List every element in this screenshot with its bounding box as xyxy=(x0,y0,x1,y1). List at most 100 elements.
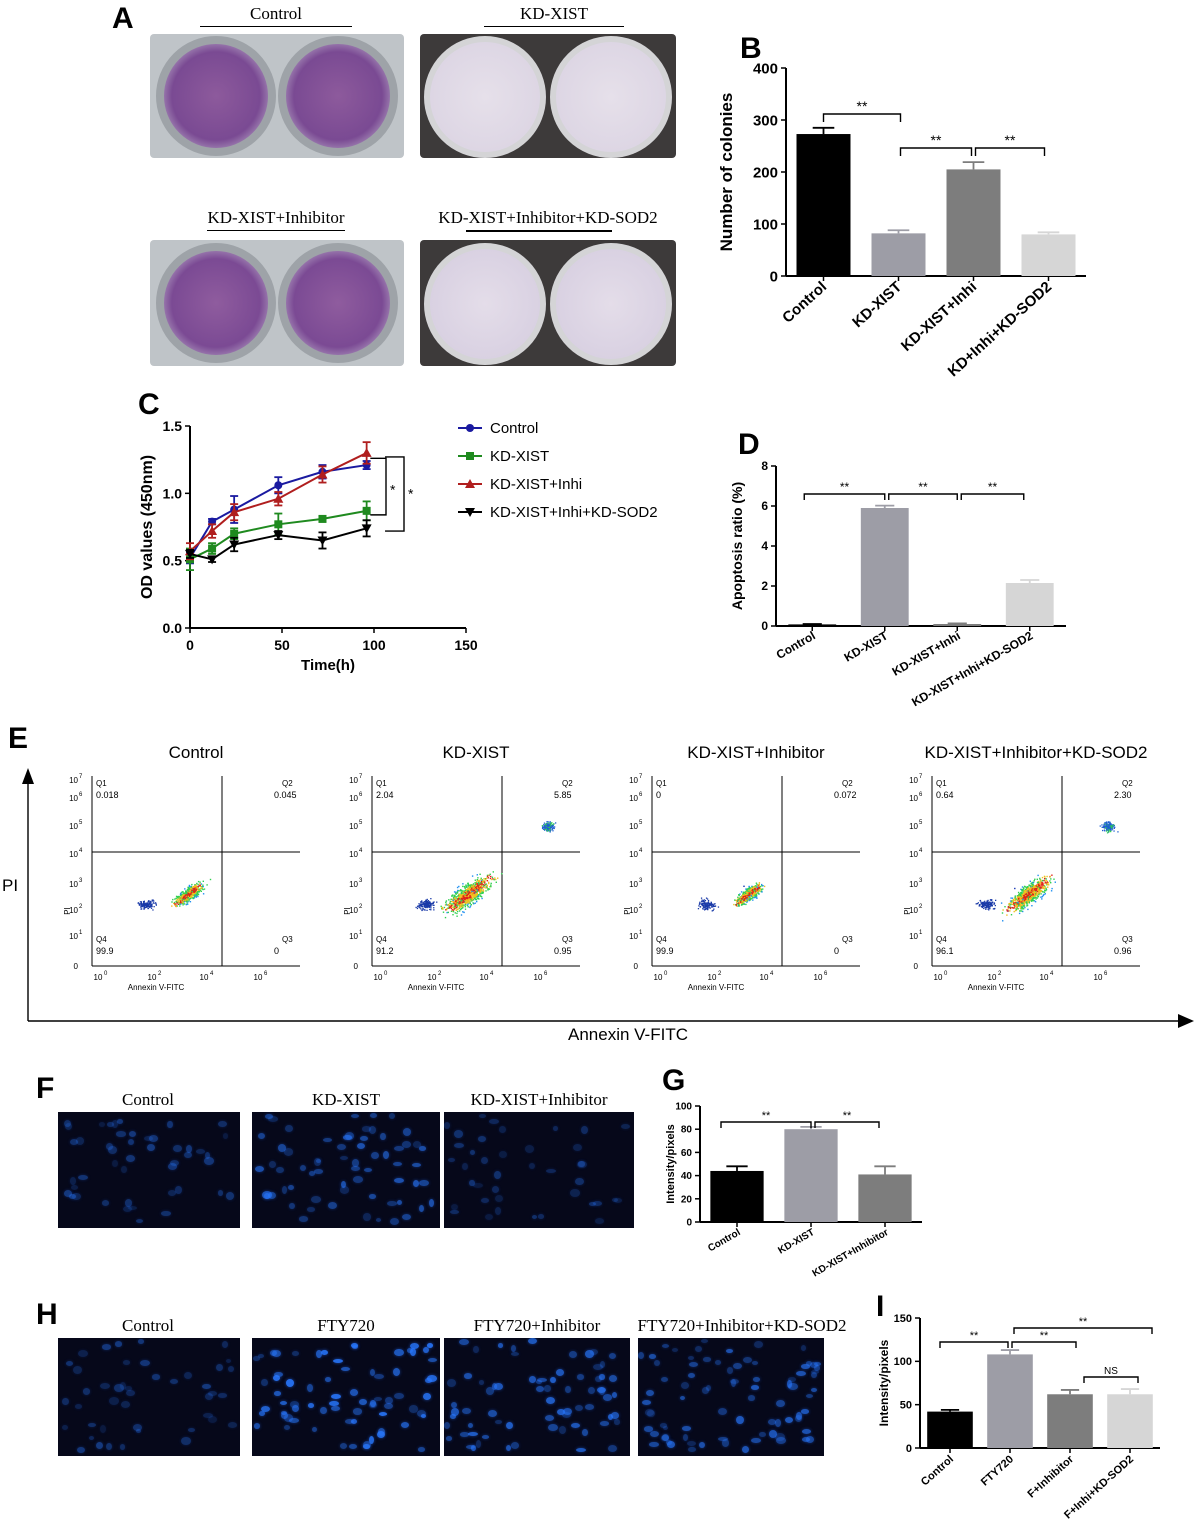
cell-nucleus xyxy=(481,1198,490,1204)
y-axis-title: Number of colonies xyxy=(717,93,736,252)
event-dot xyxy=(176,901,178,903)
event-dot xyxy=(754,894,756,896)
cell-nucleus xyxy=(364,1168,372,1173)
event-dot xyxy=(197,889,200,891)
event-dot xyxy=(1021,896,1023,899)
event-dot xyxy=(1009,906,1011,909)
event-dot xyxy=(469,890,471,892)
event-dot xyxy=(486,875,489,878)
event-dot xyxy=(483,880,485,882)
bar-KD+Inhi+KD-SOD2 xyxy=(1021,234,1076,276)
event-dot xyxy=(449,902,451,904)
x-tick-exponent: 2 xyxy=(158,971,162,977)
event-dot xyxy=(748,899,750,902)
event-dot xyxy=(1024,890,1027,892)
event-dot xyxy=(548,825,550,828)
quadrant-name: Q2 xyxy=(282,779,293,788)
quadrant-name: Q4 xyxy=(96,935,107,944)
event-dot xyxy=(1028,902,1030,904)
fluorescence-image xyxy=(252,1338,440,1456)
cell-nucleus xyxy=(645,1409,655,1416)
x-tick-exponent: 4 xyxy=(770,971,774,977)
event-dot xyxy=(430,909,432,911)
event-dot xyxy=(457,889,459,892)
event-dot xyxy=(553,827,555,830)
event-dot xyxy=(466,904,469,907)
caption-a-kd-sod2-underline xyxy=(466,230,612,232)
event-dot xyxy=(139,901,142,903)
event-dot xyxy=(182,904,184,906)
event-dot xyxy=(474,888,477,890)
y-tick-label: 10 xyxy=(909,880,918,889)
bar-Control xyxy=(710,1170,764,1222)
event-dot xyxy=(702,908,704,910)
cell-nucleus xyxy=(407,1348,414,1353)
event-dot xyxy=(188,888,190,890)
event-dot xyxy=(457,908,459,911)
cell-nucleus xyxy=(638,1352,644,1359)
legend-label: KD-XIST+Inhi xyxy=(490,476,582,493)
event-dot xyxy=(754,892,756,895)
event-dot xyxy=(461,903,463,905)
event-dot xyxy=(1054,881,1056,883)
event-dot xyxy=(421,905,423,907)
event-dot xyxy=(452,909,455,911)
event-dot xyxy=(454,912,456,914)
event-dot xyxy=(429,905,431,907)
cell-nucleus xyxy=(331,1406,340,1411)
event-dot xyxy=(1018,900,1020,903)
event-dot xyxy=(470,898,472,901)
event-dot xyxy=(548,826,551,828)
event-dot xyxy=(699,902,701,904)
cell-nucleus xyxy=(269,1161,276,1168)
cell-nucleus xyxy=(264,1193,270,1200)
event-dot xyxy=(465,893,467,896)
event-dot xyxy=(547,825,549,827)
event-dot xyxy=(975,903,977,905)
y-tick-exponent: 2 xyxy=(919,904,923,910)
event-dot xyxy=(468,892,470,894)
data-point xyxy=(229,540,240,550)
cell-nucleus xyxy=(126,1390,135,1397)
event-dot xyxy=(1022,896,1025,898)
event-dot xyxy=(202,885,204,888)
event-dot xyxy=(151,904,153,906)
cell-nucleus xyxy=(427,1375,437,1382)
event-dot xyxy=(1033,889,1036,891)
event-dot xyxy=(462,896,464,898)
event-dot xyxy=(1030,882,1032,885)
x-tick-label: 10 xyxy=(708,973,717,982)
event-dot xyxy=(463,891,465,893)
event-dot xyxy=(427,903,429,905)
event-dot xyxy=(420,903,423,905)
event-dot xyxy=(421,901,423,903)
event-dot xyxy=(743,891,746,893)
event-dot xyxy=(1017,899,1019,902)
event-dot xyxy=(710,902,712,904)
cell-nucleus xyxy=(571,1423,581,1429)
event-dot xyxy=(452,910,455,913)
event-dot xyxy=(991,905,993,907)
event-dot xyxy=(761,885,763,887)
event-dot xyxy=(1041,881,1043,884)
event-dot xyxy=(1014,902,1016,904)
event-dot xyxy=(459,901,462,903)
event-dot xyxy=(430,904,432,907)
cell-nucleus xyxy=(597,1387,606,1394)
cell-nucleus xyxy=(545,1415,554,1421)
event-dot xyxy=(467,883,469,886)
quadrant-name: Q1 xyxy=(656,779,667,788)
event-dot xyxy=(546,830,549,832)
event-dot xyxy=(1043,893,1045,896)
event-dot xyxy=(197,885,199,888)
cell-nucleus xyxy=(688,1356,695,1361)
quadrant-name: Q2 xyxy=(1122,779,1133,788)
quadrant-name: Q1 xyxy=(936,779,947,788)
event-dot xyxy=(1050,882,1052,884)
event-dot xyxy=(472,884,475,886)
cell-nucleus xyxy=(609,1353,617,1360)
event-dot xyxy=(418,903,420,905)
event-dot xyxy=(466,901,469,903)
event-dot xyxy=(1023,887,1025,889)
event-dot xyxy=(707,900,710,902)
